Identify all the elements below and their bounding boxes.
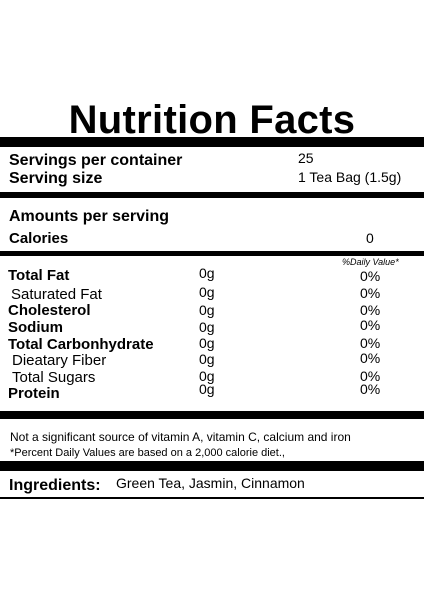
- thick-divider-top: [0, 137, 424, 147]
- ingredients-value: Green Tea, Jasmin, Cinnamon: [116, 475, 305, 491]
- nutrient-name: Saturated Fat: [11, 286, 102, 303]
- nutrient-amount: 0g: [199, 368, 215, 384]
- nutrient-name: Cholesterol: [8, 302, 91, 319]
- nutrient-daily-value: 0%: [360, 381, 381, 397]
- calories-label: Calories: [9, 230, 69, 247]
- footnote-vitamins: Not a significant source of vitamin A, v…: [10, 430, 351, 444]
- calories-value: 0: [366, 230, 374, 246]
- nutrient-name: Dieatary Fiber: [12, 352, 107, 369]
- nutrient-name: Sodium: [8, 319, 63, 336]
- nutrient-amount: 0g: [199, 265, 215, 281]
- nutrient-amount: 0g: [199, 319, 215, 335]
- nutrient-daily-value: 0%: [360, 302, 381, 318]
- amounts-per-serving-header: Amounts per serving: [9, 208, 170, 225]
- servings-per-container-label: Servings per container: [9, 152, 183, 169]
- nutrient-amount: 0g: [199, 335, 215, 351]
- nutrient-daily-value: 0%: [360, 335, 381, 351]
- nutrient-amount: 0g: [199, 284, 215, 300]
- nutrient-name: Protein: [8, 385, 60, 402]
- label-title: Nutrition Facts: [68, 98, 356, 142]
- nutrient-amount: 0g: [199, 302, 215, 318]
- nutrient-daily-value: 0%: [360, 268, 381, 284]
- nutrient-daily-value: 0%: [360, 285, 381, 301]
- servings-per-container-value: 25: [298, 150, 314, 166]
- nutrient-name: Total Fat: [8, 267, 70, 284]
- nutrient-amount: 0g: [199, 351, 215, 367]
- thick-divider-nutrients: [0, 411, 424, 419]
- nutrient-name: Total Carbonhydrate: [8, 336, 154, 353]
- ingredients-label: Ingredients:: [9, 477, 101, 494]
- nutrient-daily-value: 0%: [360, 350, 381, 366]
- bottom-divider: [0, 497, 424, 499]
- divider-servings: [0, 192, 424, 198]
- nutrient-name: Total Sugars: [12, 369, 96, 386]
- daily-value-header: %Daily Value*: [342, 257, 399, 267]
- thick-divider-footer: [0, 461, 424, 471]
- nutrient-amount: 0g: [199, 381, 215, 397]
- nutrient-daily-value: 0%: [360, 317, 381, 333]
- serving-size-value: 1 Tea Bag (1.5g): [298, 169, 402, 185]
- serving-size-label: Serving size: [9, 170, 103, 187]
- footnote-daily-values: *Percent Daily Values are based on a 2,0…: [10, 447, 285, 459]
- divider-calories: [0, 251, 424, 256]
- nutrient-daily-value: 0%: [360, 368, 381, 384]
